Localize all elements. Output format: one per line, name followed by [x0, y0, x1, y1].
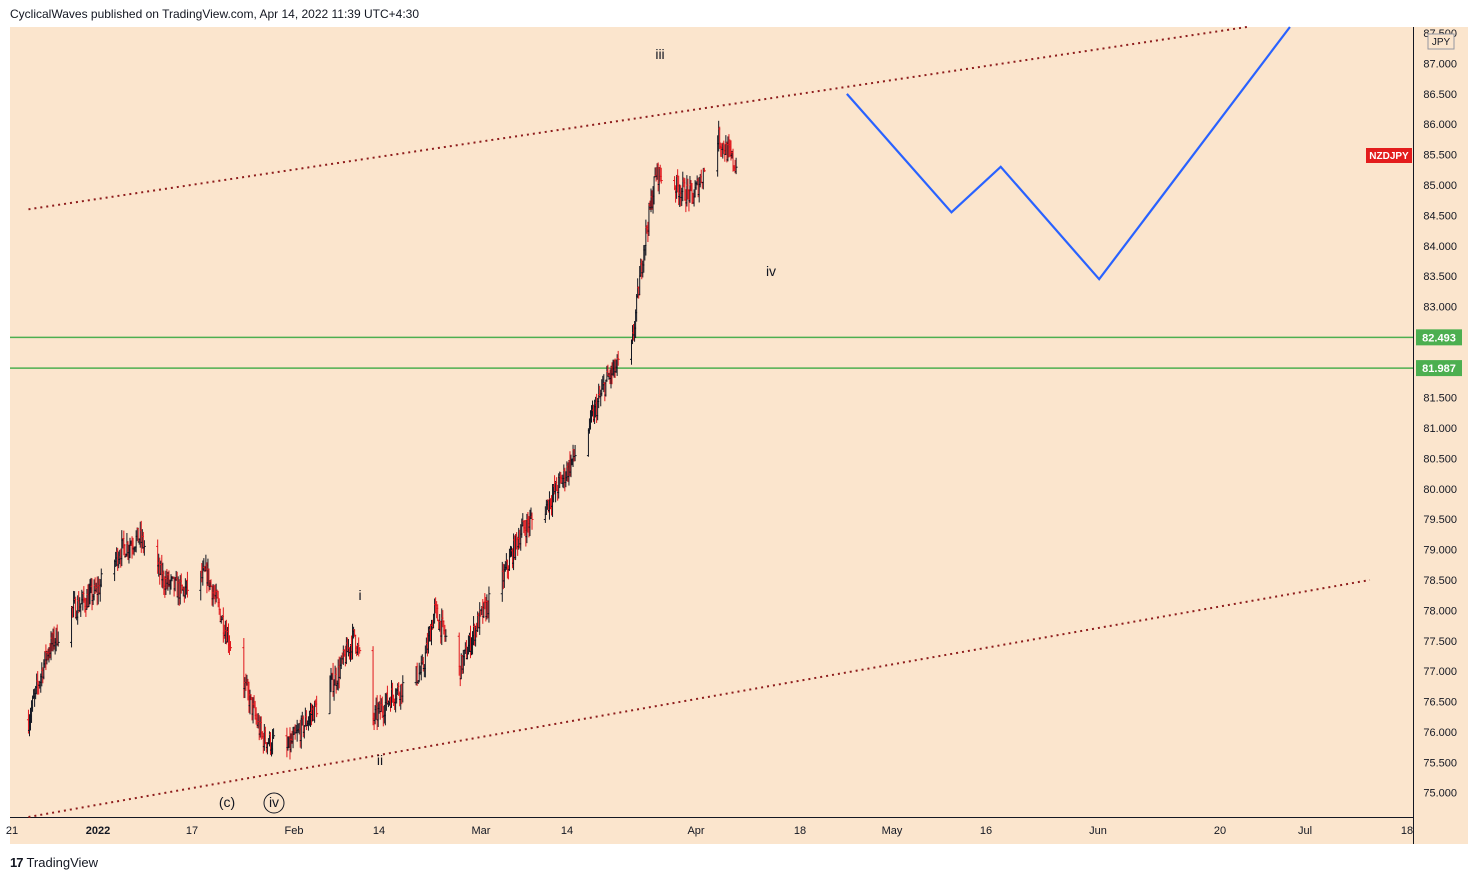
price-tick-label: 75.500	[1423, 757, 1457, 769]
channel-lines	[28, 26, 1371, 818]
price-tick-label: 76.000	[1423, 727, 1457, 739]
price-tick-label: 80.500	[1423, 453, 1457, 465]
time-tick-label: Jul	[1298, 825, 1312, 837]
symbol-badge	[1366, 148, 1412, 163]
tradingview-brand[interactable]: TradingView	[26, 854, 99, 870]
price-tick-label: 81.000	[1423, 423, 1457, 435]
price-tick-label: 83.000	[1423, 302, 1457, 314]
candle	[616, 350, 620, 366]
time-tick-label: 18	[794, 825, 806, 837]
time-axis: 21 2022 17 Feb 14 Mar 14 Apr 18 May 16 Jun 20 Jul 18	[6, 825, 1413, 837]
price-tick-label: 85.500	[1423, 150, 1457, 162]
wave-label: iv	[766, 263, 776, 279]
footer: 17 TradingView	[10, 853, 98, 871]
price-badge-label: 82.493	[1422, 332, 1456, 344]
wave-label: i	[358, 587, 361, 603]
candle	[573, 444, 577, 462]
wave-label: (c)	[219, 794, 235, 810]
candle	[487, 586, 491, 623]
time-tick-label: 17	[186, 825, 198, 837]
time-tick-label: 21	[6, 825, 18, 837]
time-tick-label: Apr	[687, 825, 704, 837]
symbol-badge-label: NZDJPY	[1369, 151, 1409, 162]
price-tick-label: 77.000	[1423, 666, 1457, 678]
price-tick-label: 85.000	[1423, 180, 1457, 192]
time-tick-label: Jun	[1089, 825, 1107, 837]
price-badges: NZDJPY 82.493 81.987	[1366, 148, 1462, 377]
candle	[272, 728, 276, 739]
candle	[734, 157, 738, 175]
price-tick-label: 78.000	[1423, 605, 1457, 617]
time-tick-label: 20	[1214, 825, 1226, 837]
price-tick-label: 86.000	[1423, 119, 1457, 131]
currency-label: JPY	[1432, 37, 1451, 48]
price-tick-label: 84.500	[1423, 210, 1457, 222]
projection-path	[846, 26, 1291, 281]
candle	[444, 629, 448, 642]
time-tick-label: May	[882, 825, 903, 837]
price-axis-background	[1413, 27, 1468, 844]
price-tick-label: 80.000	[1423, 484, 1457, 496]
time-tick-label: 2022	[86, 825, 110, 837]
projection	[846, 26, 1291, 281]
time-tick-label: Mar	[472, 825, 491, 837]
time-tick-label: 18	[1401, 825, 1413, 837]
plot-background	[10, 27, 1413, 817]
channel-line-upper	[28, 26, 1248, 211]
time-tick-label: 14	[561, 825, 573, 837]
support-lines	[10, 336, 1413, 369]
publisher-header: CyclicalWaves published on TradingView.c…	[10, 7, 420, 21]
candle	[185, 571, 189, 598]
candle	[530, 512, 534, 530]
wave-label-circle	[263, 792, 285, 814]
candle	[358, 647, 362, 654]
candle	[142, 540, 146, 556]
price-tick-label: 76.500	[1423, 697, 1457, 709]
candle	[56, 631, 60, 647]
price-tick-label: 77.500	[1423, 636, 1457, 648]
price-tick-label: 78.500	[1423, 575, 1457, 587]
candle	[99, 568, 103, 588]
price-tick-label: 83.500	[1423, 271, 1457, 283]
candle	[401, 675, 405, 703]
price-badge	[1416, 329, 1462, 346]
candle	[315, 695, 319, 718]
candle	[702, 167, 706, 173]
time-axis-background	[10, 817, 1413, 844]
candle	[229, 641, 233, 651]
time-tick-label: 16	[980, 825, 992, 837]
wave-label: iv	[269, 794, 279, 810]
price-tick-label: 84.000	[1423, 241, 1457, 253]
price-tick-label: 75.000	[1423, 788, 1457, 800]
candles	[26, 120, 738, 760]
channel-line-lower	[28, 579, 1371, 818]
price-tick-label: 86.500	[1423, 89, 1457, 101]
price-tick-label: 81.500	[1423, 393, 1457, 405]
tradingview-logo-icon[interactable]: 17	[10, 854, 24, 870]
price-tick-label: 79.500	[1423, 514, 1457, 526]
time-tick-label: 14	[373, 825, 385, 837]
price-badge	[1416, 360, 1462, 377]
wave-label: ii	[377, 752, 383, 768]
wave-label: iii	[655, 46, 664, 62]
time-tick-label: Feb	[285, 825, 304, 837]
price-tick-label: 87.000	[1423, 58, 1457, 70]
candle	[659, 167, 663, 184]
price-tick-label: 79.000	[1423, 545, 1457, 557]
currency-box	[1427, 33, 1455, 50]
price-badge-label: 81.987	[1422, 363, 1456, 375]
